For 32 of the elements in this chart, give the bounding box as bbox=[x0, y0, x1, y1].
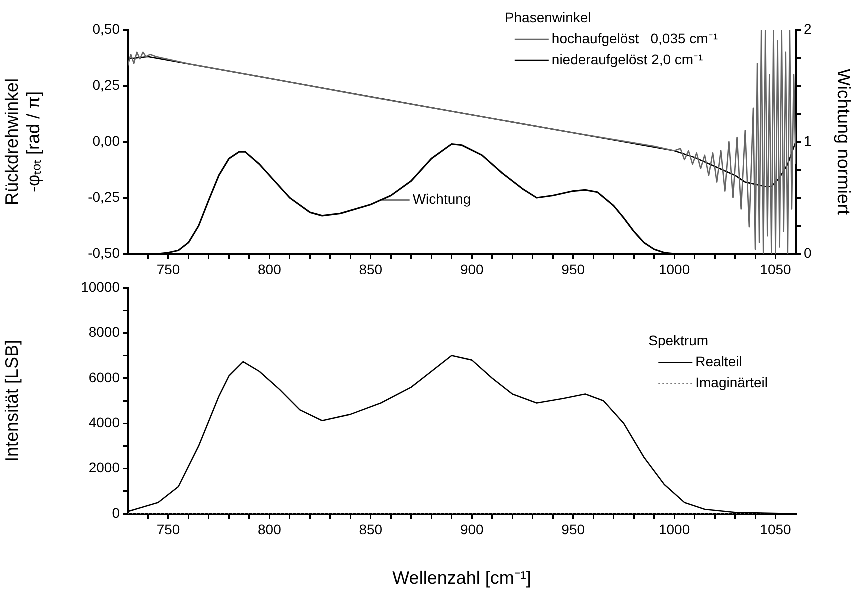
y-tick-label: 8000 bbox=[88, 324, 120, 340]
y2-tick-label: 2 bbox=[804, 20, 812, 37]
y2-tick-label: 0 bbox=[804, 244, 812, 261]
x-axis-title: Wellenzahl [cm⁻¹] bbox=[392, 568, 532, 588]
y-axis-title: Rückdrehwinkel -φₜₒₜ [rad / π] bbox=[2, 78, 44, 206]
y-axis-title: Intensität [LSB] bbox=[2, 340, 22, 462]
legend-label: niederaufgelöst 2,0 cm⁻¹ bbox=[552, 51, 704, 68]
y2-axis-title: Wichtung normiert bbox=[834, 68, 854, 216]
legend-title: Spektrum bbox=[648, 332, 709, 348]
y-tick-label: -0,50 bbox=[88, 244, 120, 261]
legend-label: Realteil bbox=[696, 353, 742, 370]
x-tick-label: 850 bbox=[359, 521, 383, 538]
y-tick-label: 6000 bbox=[88, 369, 120, 386]
y-tick-label: 0,00 bbox=[92, 132, 120, 149]
y-tick-label: 0 bbox=[112, 504, 120, 521]
y-tick-label: 4000 bbox=[88, 414, 120, 430]
y-tick-label: 10000 bbox=[81, 278, 120, 295]
x-tick-label: 800 bbox=[258, 521, 282, 538]
y-tick-label: 0,25 bbox=[92, 76, 120, 93]
x-tick-label: 900 bbox=[460, 521, 484, 538]
y2-tick-label: 1 bbox=[804, 132, 812, 149]
y-tick-label: -0,25 bbox=[88, 188, 120, 205]
legend-label: Imaginärteil bbox=[696, 374, 768, 390]
x-tick-label: 950 bbox=[562, 521, 586, 538]
y-tick-label: 2000 bbox=[88, 460, 120, 476]
legend-label: hochaufgelöst 0,035 cm⁻¹ bbox=[552, 30, 718, 46]
legend-title: Phasenwinkel bbox=[504, 9, 592, 26]
x-tick-label: 750 bbox=[156, 521, 180, 538]
x-tick-label: 1000 bbox=[658, 521, 690, 538]
legend-label: Wichtung bbox=[412, 191, 472, 208]
y-tick-label: 0,50 bbox=[92, 20, 120, 37]
x-tick-label: 1050 bbox=[760, 521, 792, 538]
